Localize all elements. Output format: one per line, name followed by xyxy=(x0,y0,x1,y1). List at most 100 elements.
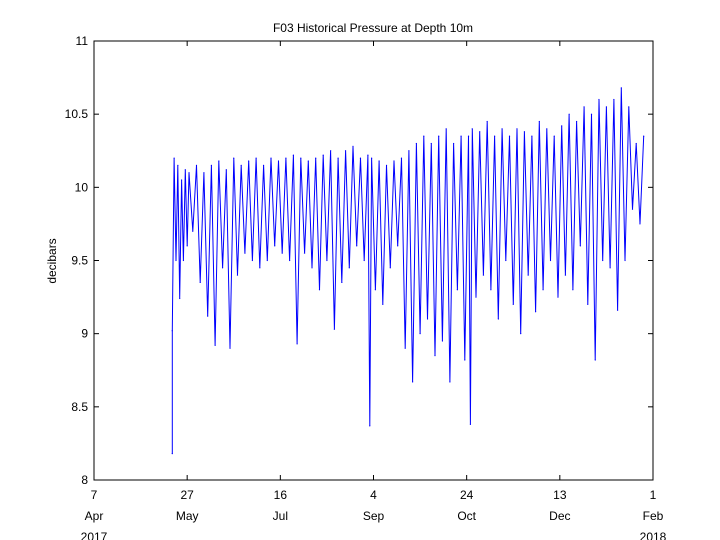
y-tick-label: 9 xyxy=(81,327,88,341)
data-point xyxy=(173,157,175,159)
data-point xyxy=(255,157,257,159)
chart-title: F03 Historical Pressure at Depth 10m xyxy=(273,21,473,35)
data-point xyxy=(348,267,350,269)
data-point xyxy=(240,164,242,166)
data-point xyxy=(225,169,227,171)
data-point xyxy=(490,289,492,291)
data-point xyxy=(207,315,209,317)
data-point xyxy=(382,303,384,305)
data-point xyxy=(469,423,471,425)
data-point xyxy=(527,274,529,276)
data-point xyxy=(184,169,186,171)
data-point xyxy=(508,135,511,137)
data-point xyxy=(587,303,589,305)
data-point xyxy=(523,131,526,133)
data-point xyxy=(579,245,581,247)
y-tick-label: 8 xyxy=(81,473,88,487)
data-point xyxy=(188,172,190,174)
y-tick-label: 11 xyxy=(76,34,89,48)
data-point xyxy=(404,347,406,349)
data-point xyxy=(400,157,403,159)
data-point xyxy=(367,154,369,156)
data-point xyxy=(561,125,563,127)
data-point xyxy=(613,98,615,101)
x-tick-day: 16 xyxy=(274,488,288,502)
x-tick-month: May xyxy=(176,509,199,523)
data-point xyxy=(594,359,596,361)
data-point xyxy=(369,425,371,427)
data-point xyxy=(229,347,231,349)
data-point xyxy=(262,164,265,166)
data-point xyxy=(441,340,444,342)
data-point xyxy=(475,296,477,298)
data-point xyxy=(244,252,246,254)
data-point xyxy=(464,359,466,361)
data-point xyxy=(531,135,533,137)
x-tick-month: Feb xyxy=(643,509,664,523)
data-point xyxy=(479,131,481,133)
x-tick-day: 27 xyxy=(180,488,194,502)
data-point xyxy=(389,267,391,269)
x-tick-day: 1 xyxy=(650,488,657,502)
data-point xyxy=(251,259,253,262)
x-tick-month: Oct xyxy=(457,509,476,523)
data-point xyxy=(330,150,332,152)
data-point xyxy=(520,333,522,335)
x-tick-month: Apr xyxy=(85,509,104,523)
data-point xyxy=(341,281,343,284)
data-point xyxy=(233,157,235,159)
data-point xyxy=(494,135,496,137)
data-point xyxy=(546,128,548,130)
data-point xyxy=(236,274,239,276)
y-axis-label: decibars xyxy=(45,238,59,283)
data-point xyxy=(221,267,224,269)
data-point xyxy=(583,106,585,108)
data-point xyxy=(203,172,205,174)
data-point xyxy=(180,179,183,181)
data-point xyxy=(426,318,429,320)
data-point xyxy=(281,252,283,254)
data-point xyxy=(270,157,272,159)
data-point xyxy=(628,106,630,108)
x-tick-month: Sep xyxy=(363,509,385,523)
data-point xyxy=(311,267,313,269)
y-tick-label: 9.5 xyxy=(71,254,88,268)
x-tick-year: 2018 xyxy=(640,530,667,540)
data-point xyxy=(620,87,622,89)
data-point xyxy=(363,259,365,262)
data-point xyxy=(289,259,291,262)
data-point xyxy=(602,259,604,262)
x-tick-day: 7 xyxy=(91,488,98,502)
data-point xyxy=(177,164,179,166)
data-point xyxy=(549,259,552,262)
data-point xyxy=(590,113,593,115)
data-point xyxy=(576,120,578,123)
data-point xyxy=(542,289,544,291)
data-point xyxy=(356,245,358,247)
data-point xyxy=(456,289,458,291)
data-point xyxy=(624,259,626,262)
data-point xyxy=(186,245,188,247)
data-point xyxy=(408,150,410,152)
series-layer xyxy=(171,87,645,455)
y-tick-label: 10 xyxy=(75,180,89,194)
data-point xyxy=(460,135,462,137)
data-point xyxy=(568,113,570,115)
data-point xyxy=(318,289,321,291)
data-point xyxy=(393,160,395,162)
data-point xyxy=(423,135,425,137)
data-point xyxy=(471,128,473,130)
data-point xyxy=(385,164,388,166)
x-tick-month: Dec xyxy=(549,509,570,523)
data-point xyxy=(378,160,380,162)
data-point xyxy=(171,453,173,455)
data-point xyxy=(326,259,328,262)
data-point xyxy=(505,259,507,262)
data-point xyxy=(438,135,440,137)
plot-background xyxy=(94,41,653,480)
data-point xyxy=(419,333,421,335)
x-tick-day: 4 xyxy=(370,488,377,502)
data-point xyxy=(300,157,302,159)
data-point xyxy=(277,160,280,162)
